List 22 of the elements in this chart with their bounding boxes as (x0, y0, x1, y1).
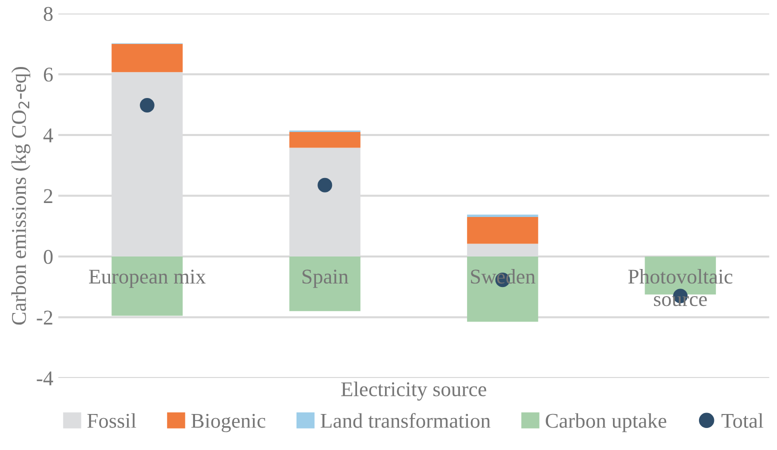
y-tick-label: -2 (36, 310, 52, 324)
y-tick-label: 8 (44, 6, 53, 21)
legend-label: Total (722, 413, 764, 428)
point (318, 178, 332, 192)
y-tick-label: 6 (44, 68, 53, 82)
bar (467, 217, 538, 244)
y-tick-label: 0 (44, 250, 53, 264)
legend-label: Biogenic (191, 414, 266, 432)
y-tick-label: -4 (36, 372, 54, 386)
bar (467, 214, 538, 218)
legend-label: Carbon uptake (546, 413, 666, 432)
bar (289, 256, 360, 312)
bar (112, 44, 183, 72)
legend-label: Fossil (87, 413, 136, 428)
x-axis-title: Electricity source (341, 382, 486, 401)
legend-label: Land transformation (320, 412, 490, 428)
point (140, 98, 154, 113)
y-axis-title: Carbon emissions (kg CO$_{2}$-eq) (11, 67, 30, 325)
y-tick-label: 4 (43, 128, 54, 142)
y-tick-label: 2 (44, 189, 52, 203)
bar (289, 132, 360, 148)
x-tick-label: Spain (302, 270, 348, 288)
